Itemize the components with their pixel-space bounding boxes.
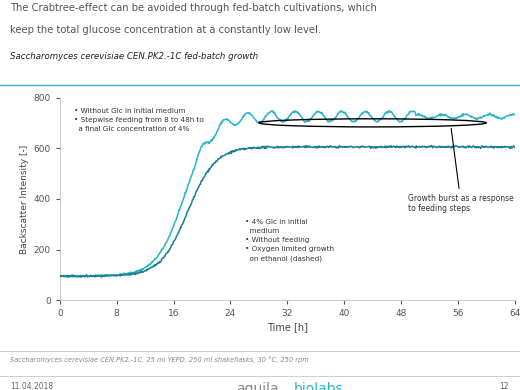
Text: • 4% Glc in initial
  medium
• Without feeding
• Oxygen limited growth
  on etha: • 4% Glc in initial medium • Without fee…	[244, 219, 334, 262]
Text: Saccharomyces cerevisiae CEN.PK2.-1C, 25 ml YEPD, 250 ml shakeflasks, 30 °C, 250: Saccharomyces cerevisiae CEN.PK2.-1C, 25…	[10, 356, 309, 363]
X-axis label: Time [h]: Time [h]	[267, 323, 308, 333]
Text: Saccharomyces cerevisiae CEN.PK2.-1C fed-batch growth: Saccharomyces cerevisiae CEN.PK2.-1C fed…	[10, 52, 258, 61]
Text: aquila: aquila	[237, 382, 279, 390]
Text: The Crabtree-effect can be avoided through fed-batch cultivations, which: The Crabtree-effect can be avoided throu…	[10, 3, 378, 13]
Text: biolabs: biolabs	[294, 382, 344, 390]
Text: • Without Glc in initial medium
• Stepwise feeding from 8 to 48h to
  a final Gl: • Without Glc in initial medium • Stepwi…	[74, 108, 204, 132]
Text: Growth burst as a response
to feeding steps: Growth burst as a response to feeding st…	[408, 128, 514, 213]
Text: 12: 12	[499, 382, 509, 390]
Text: keep the total glucose concentration at a constantly low level.: keep the total glucose concentration at …	[10, 25, 321, 35]
Y-axis label: Backscatter Intensity [-]: Backscatter Intensity [-]	[20, 144, 29, 254]
Text: 11.04.2018: 11.04.2018	[10, 382, 54, 390]
